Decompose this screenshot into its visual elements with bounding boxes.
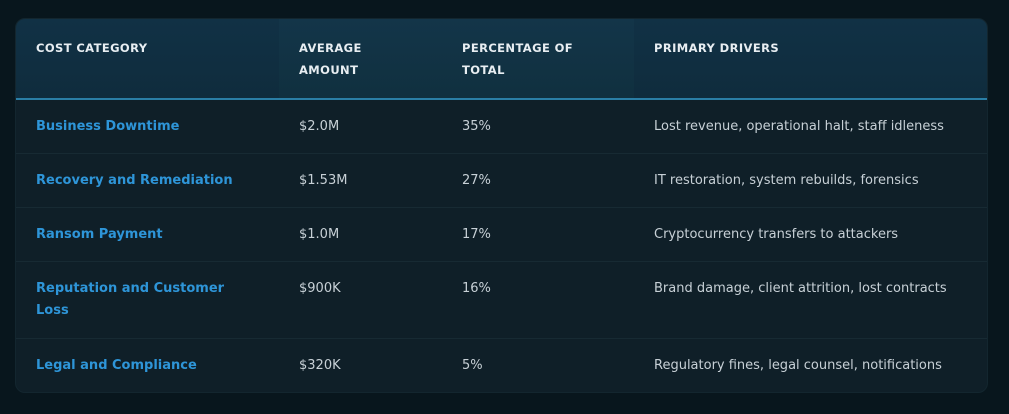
cost-category: Business Downtime (16, 99, 279, 154)
primary-drivers: Regulatory fines, legal counsel, notific… (654, 357, 942, 373)
primary-drivers: IT restoration, system rebuilds, forensi… (634, 153, 987, 208)
cost-category: Legal and Compliance (36, 357, 197, 373)
header-cost-category: COST CATEGORY (16, 19, 279, 100)
table-row: Reputation and Customer Loss $900K 16% B… (16, 261, 987, 339)
average-amount: $900K (279, 261, 442, 339)
cost-table-card: COST CATEGORY AVERAGE AMOUNT PERCENTAGE … (15, 18, 988, 393)
percentage: 27% (442, 153, 634, 208)
header-percentage-of-total: PERCENTAGE OF TOTAL (442, 19, 634, 100)
table-row: Business Downtime $2.0M 35% Lost revenue… (16, 99, 987, 154)
average-amount: $1.53M (279, 153, 442, 208)
average-amount: $320K (299, 357, 341, 373)
cost-table: COST CATEGORY AVERAGE AMOUNT PERCENTAGE … (16, 19, 987, 392)
percentage: 16% (442, 261, 634, 339)
average-amount: $2.0M (279, 99, 442, 154)
percentage: 5% (462, 357, 483, 373)
table-row: Ransom Payment $1.0M 17% Cryptocurrency … (16, 207, 987, 262)
header-primary-drivers: PRIMARY DRIVERS (634, 19, 987, 100)
cost-category: Ransom Payment (16, 207, 279, 262)
table-header-row: COST CATEGORY AVERAGE AMOUNT PERCENTAGE … (16, 19, 987, 100)
table-row: Legal and Compliance $320K 5% Regulatory… (16, 338, 987, 392)
percentage: 35% (442, 99, 634, 154)
average-amount: $1.0M (279, 207, 442, 262)
table-row: Recovery and Remediation $1.53M 27% IT r… (16, 153, 987, 208)
cost-category: Recovery and Remediation (16, 153, 279, 208)
primary-drivers: Brand damage, client attrition, lost con… (634, 261, 987, 339)
primary-drivers: Lost revenue, operational halt, staff id… (634, 99, 987, 154)
cost-category: Reputation and Customer Loss (16, 261, 279, 339)
header-average-amount: AVERAGE AMOUNT (279, 19, 442, 100)
primary-drivers: Cryptocurrency transfers to attackers (634, 207, 987, 262)
percentage: 17% (442, 207, 634, 262)
